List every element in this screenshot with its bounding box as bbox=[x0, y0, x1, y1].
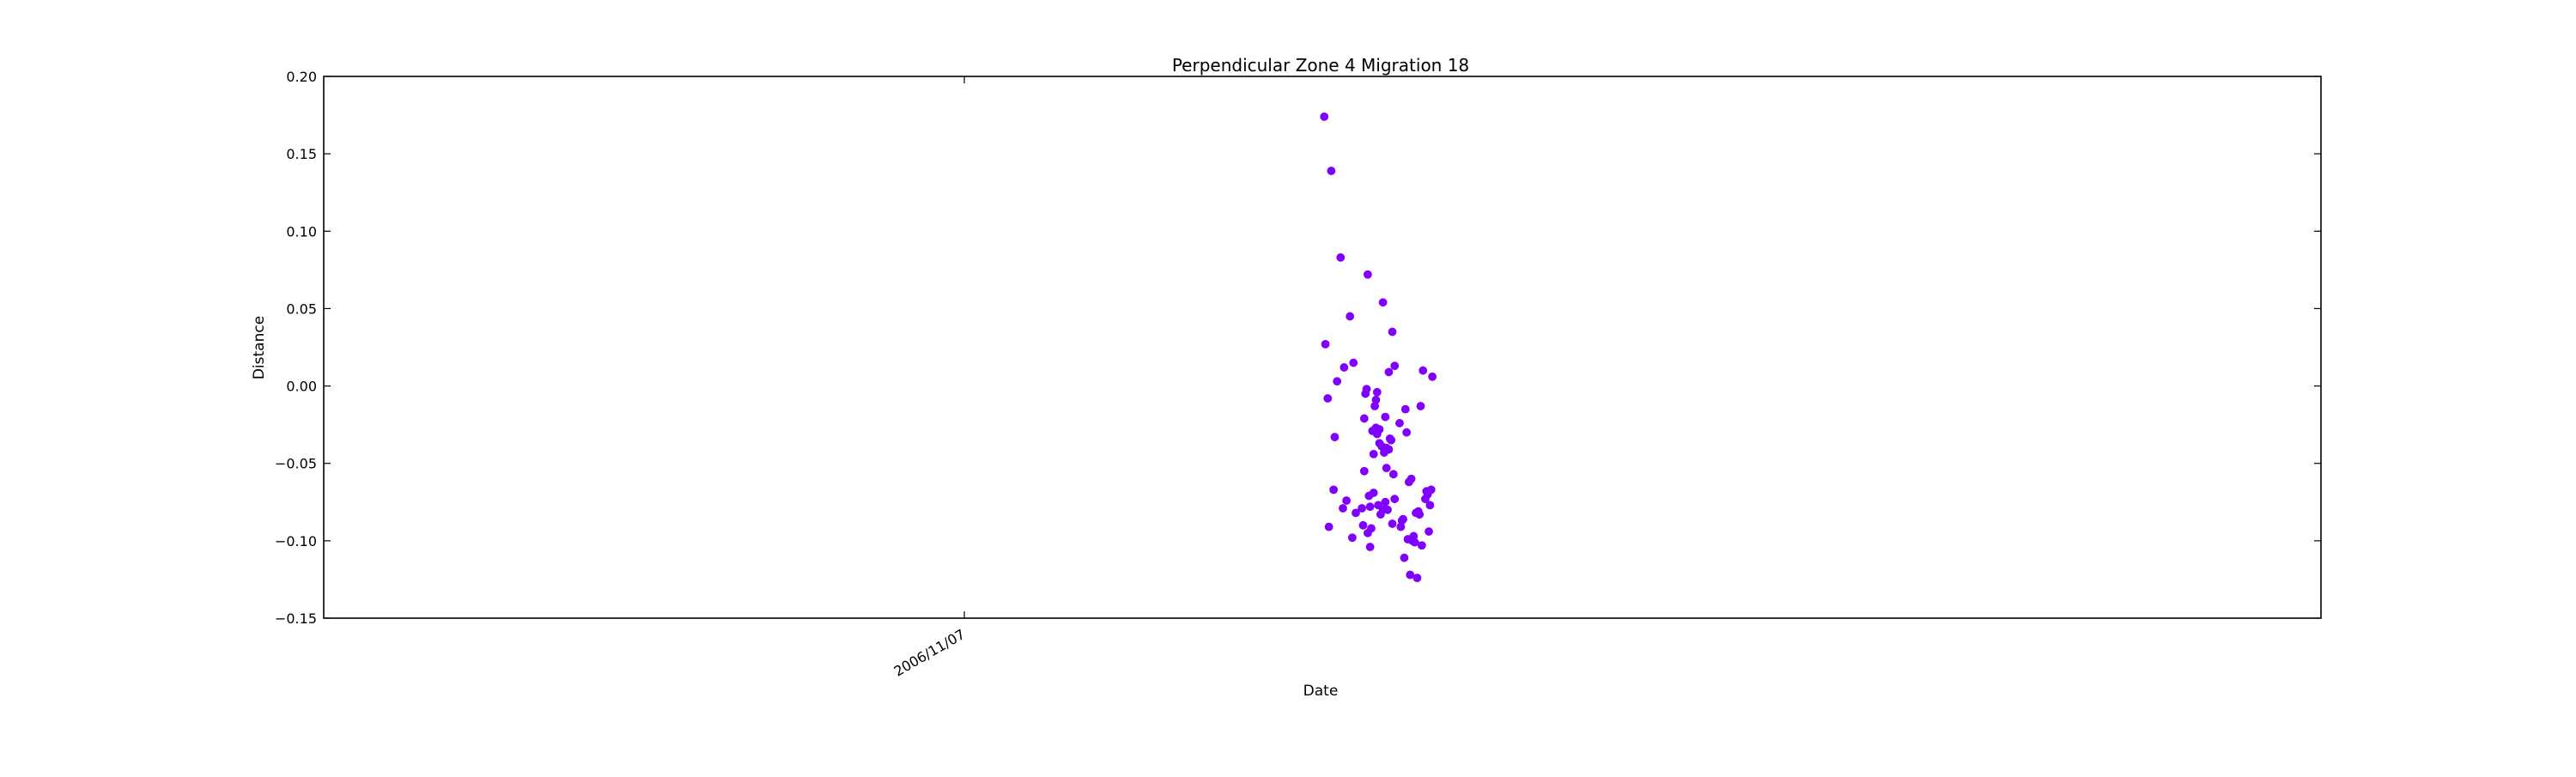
data-point bbox=[1359, 414, 1369, 423]
data-point bbox=[1400, 404, 1410, 414]
y-axis-label: Distance bbox=[251, 316, 268, 379]
data-point bbox=[1323, 394, 1333, 403]
data-point bbox=[1419, 366, 1428, 375]
data-point bbox=[1365, 543, 1375, 551]
data-point bbox=[1381, 412, 1390, 422]
data-point bbox=[1330, 433, 1340, 441]
y-tick-label: 0.10 bbox=[286, 223, 317, 240]
data-point bbox=[1342, 496, 1351, 505]
data-point bbox=[1390, 361, 1400, 371]
data-point bbox=[1410, 537, 1419, 547]
data-point bbox=[1363, 528, 1372, 537]
data-point bbox=[1359, 466, 1369, 476]
data-point bbox=[1321, 339, 1330, 349]
data-point bbox=[1406, 570, 1415, 580]
data-point bbox=[1327, 167, 1336, 175]
data-point bbox=[1388, 470, 1398, 479]
y-tick-label: −0.10 bbox=[275, 533, 317, 549]
data-point bbox=[1403, 535, 1413, 543]
data-point bbox=[1388, 519, 1397, 528]
data-point bbox=[1381, 497, 1390, 507]
data-point bbox=[1324, 522, 1334, 531]
data-point bbox=[1425, 501, 1435, 510]
y-axis: 0.20 0.15 0.10 0.05 0.00 −0.05 −0.10 −0.15 bbox=[275, 69, 2321, 627]
data-point bbox=[1375, 439, 1384, 448]
data-point bbox=[1395, 418, 1404, 428]
y-tick-label: 0.20 bbox=[286, 69, 317, 85]
data-point bbox=[1417, 541, 1426, 550]
data-point bbox=[1339, 504, 1347, 513]
data-point bbox=[1352, 508, 1360, 518]
chart-title: Perpendicular Zone 4 Migration 18 bbox=[1172, 55, 1469, 76]
data-point bbox=[1402, 428, 1412, 437]
y-tick-label: 0.05 bbox=[286, 300, 317, 317]
data-point bbox=[1415, 510, 1425, 519]
data-point bbox=[1413, 574, 1422, 583]
data-point bbox=[1422, 487, 1431, 496]
data-point bbox=[1368, 426, 1377, 435]
data-point bbox=[1320, 112, 1329, 121]
data-point bbox=[1387, 435, 1396, 445]
data-point bbox=[1358, 520, 1368, 530]
data-point bbox=[1363, 270, 1372, 279]
data-point bbox=[1369, 489, 1378, 497]
data-point bbox=[1390, 495, 1400, 504]
data-point bbox=[1397, 516, 1406, 525]
data-point bbox=[1388, 327, 1397, 337]
data-point bbox=[1346, 312, 1355, 321]
y-tick-label: 0.00 bbox=[286, 379, 317, 395]
data-point bbox=[1378, 298, 1388, 307]
data-point bbox=[1400, 553, 1409, 562]
data-point bbox=[1382, 443, 1391, 452]
data-points bbox=[1320, 112, 1437, 583]
data-point bbox=[1340, 363, 1349, 372]
data-point bbox=[1365, 502, 1375, 512]
y-tick-label: −0.15 bbox=[275, 610, 317, 627]
data-point bbox=[1371, 395, 1381, 404]
data-point bbox=[1425, 527, 1433, 536]
data-point bbox=[1378, 505, 1388, 514]
data-point bbox=[1416, 402, 1425, 410]
data-point bbox=[1369, 449, 1378, 458]
x-axis-label: Date bbox=[1303, 683, 1339, 700]
data-point bbox=[1406, 474, 1416, 483]
y-tick-label: −0.05 bbox=[275, 456, 317, 472]
plot-frame bbox=[323, 76, 2322, 619]
data-point bbox=[1384, 367, 1394, 377]
data-point bbox=[1428, 372, 1437, 381]
y-tick-label: 0.15 bbox=[286, 146, 317, 162]
data-point bbox=[1362, 385, 1371, 394]
data-point bbox=[1333, 377, 1342, 386]
data-point bbox=[1349, 358, 1358, 367]
data-point bbox=[1336, 253, 1346, 262]
data-point bbox=[1372, 387, 1382, 397]
data-point bbox=[1329, 485, 1338, 495]
data-point bbox=[1358, 504, 1366, 513]
data-point bbox=[1382, 464, 1391, 473]
data-point bbox=[1347, 533, 1357, 543]
